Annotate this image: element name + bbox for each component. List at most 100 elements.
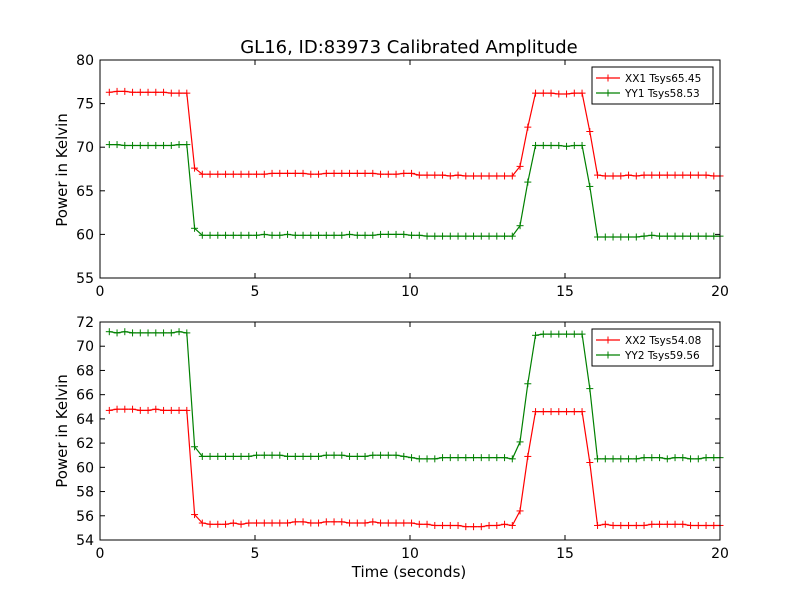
bottom-chart-ytick-label: 64: [76, 412, 94, 428]
bottom-chart-series-1-point: [671, 520, 679, 528]
top-chart-series-1-point: [710, 172, 718, 180]
bottom-chart-series-2-point: [431, 455, 439, 463]
top-chart-series-1-point: [369, 169, 377, 177]
top-chart-series-1-point: [276, 169, 284, 177]
top-chart-series-1-point: [346, 169, 354, 177]
top-chart-series-1-point: [121, 87, 129, 95]
bottom-chart-series-1-point: [353, 519, 361, 527]
bottom-chart-series-2-point: [687, 455, 695, 463]
bottom-chart-series-1-point: [245, 519, 253, 527]
bottom-chart-series-1-point: [694, 521, 702, 529]
top-chart-series-1-point: [501, 172, 509, 180]
top-chart-series-1-point: [470, 172, 478, 180]
bottom-chart-xlabel: Time (seconds): [351, 563, 467, 581]
top-chart-series-1-point: [191, 164, 199, 172]
top-chart-series-1-point: [454, 171, 462, 179]
top-chart-series-1-point: [198, 170, 206, 178]
top-chart-series-1-point: [152, 88, 160, 96]
top-chart-series-2-point: [284, 230, 292, 238]
top-chart-ylabel: Power in Kelvin: [53, 113, 71, 227]
top-chart-series-2-point: [105, 141, 113, 149]
top-chart-series-1-point: [338, 169, 346, 177]
bottom-chart-series-2-point: [609, 455, 617, 463]
bottom-chart-series-1-point: [377, 519, 385, 527]
bottom-chart-series-1-point: [439, 521, 447, 529]
bottom-chart-series-1-point: [253, 519, 261, 527]
bottom-chart-series-1-point: [237, 520, 245, 528]
bottom-chart-series-2-point: [423, 455, 431, 463]
top-plot-area: 0 5 10 15 20 55 60 65 70 75 80 XX1 Tsys65.45 YY1 Tsy…: [76, 53, 729, 300]
top-chart-series-2-point: [656, 232, 664, 240]
bottom-chart-ytick-label: 60: [76, 460, 94, 476]
top-chart-series-2-point: [361, 231, 369, 239]
top-chart-series-1-point: [493, 172, 501, 180]
bottom-chart-series-2-point: [307, 452, 315, 460]
top-chart-series-1-point: [625, 171, 633, 179]
bottom-chart-series-2-point: [710, 454, 718, 462]
top-chart-series-1-point: [632, 172, 640, 180]
top-chart-series-1-point: [532, 89, 540, 97]
top-chart-series-2-point: [539, 141, 547, 149]
bottom-chart-series-2-point: [129, 329, 137, 337]
top-chart-series-1-point: [423, 171, 431, 179]
bottom-chart-series-1-point: [415, 520, 423, 528]
bottom-chart-series-2-point: [175, 328, 183, 336]
top-chart-series-1-point: [237, 170, 245, 178]
top-chart-series-1-point: [160, 88, 168, 96]
bottom-chart-series-2-point: [694, 455, 702, 463]
top-chart-series-2-point: [384, 230, 392, 238]
bottom-chart-series-2-point: [167, 329, 175, 337]
top-chart-series-2-point: [663, 232, 671, 240]
top-chart-series-1-point: [361, 169, 369, 177]
bottom-chart-series-1-point: [516, 507, 524, 515]
bottom-chart-ytick-label: 68: [76, 363, 94, 379]
top-chart-series-2-point: [260, 230, 268, 238]
bottom-chart-series-1-point: [229, 519, 237, 527]
top-chart-title: GL16, ID:83973 Calibrated Amplitude: [240, 37, 578, 58]
bottom-chart-series-1-point: [710, 521, 718, 529]
bottom-chart-xtick-label: 0: [96, 546, 105, 562]
top-chart-series-1-point: [307, 170, 315, 178]
bottom-chart-series-1-point: [384, 519, 392, 527]
bottom-chart-series-2-point: [493, 454, 501, 462]
top-chart-series-1-point: [392, 170, 400, 178]
bottom-chart-series-1-point: [563, 408, 571, 416]
top-chart-series-1-point: [253, 170, 261, 178]
bottom-chart-series-1-point: [462, 523, 470, 531]
bottom-chart-series-2-point: [183, 329, 191, 337]
bottom-chart-legend-label: YY2 Tsys59.56: [624, 350, 700, 362]
bottom-chart-series-2-point: [601, 455, 609, 463]
top-chart-series-2-point: [477, 232, 485, 240]
bottom-chart-series-2-point: [640, 454, 648, 462]
top-chart-series-1-point: [260, 170, 268, 178]
top-chart-series-2-point: [547, 141, 555, 149]
top-chart-series-1-point: [679, 171, 687, 179]
bottom-chart-series-1-point: [547, 408, 555, 416]
bottom-chart-ytick-label: 58: [76, 485, 94, 501]
top-chart-series-2-point: [710, 232, 718, 240]
bottom-chart-series-2-point: [152, 329, 160, 337]
bottom-chart-series-2-point: [253, 451, 261, 459]
bottom-chart-series-2-point: [508, 455, 516, 463]
top-chart-series-2-point: [160, 141, 168, 149]
bottom-chart-series-2-point: [214, 452, 222, 460]
top-chart-series-2-point: [555, 141, 563, 149]
bottom-chart-series-2-point: [222, 452, 230, 460]
bottom-chart-series-2-point: [578, 330, 586, 338]
bottom-chart-series-1-point: [656, 520, 664, 528]
top-chart-series-1-point: [594, 171, 602, 179]
bottom-chart-series-1-point: [687, 521, 695, 529]
bottom-chart-series-2-point: [113, 329, 121, 337]
bottom-chart-series-1-point: [338, 518, 346, 526]
top-chart-series-2-point: [198, 231, 206, 239]
bottom-chart-series-1-point: [640, 521, 648, 529]
top-chart-series-1-point: [687, 171, 695, 179]
top-chart-series-1-point: [516, 162, 524, 170]
bottom-chart-series-1-point: [508, 521, 516, 529]
bottom-chart-series-1-point: [663, 520, 671, 528]
bottom-chart-series-1-point: [702, 521, 710, 529]
bottom-chart-ylabel: Power in Kelvin: [53, 374, 71, 488]
top-chart-series-1-point: [245, 170, 253, 178]
top-chart-series-1-point: [671, 171, 679, 179]
bottom-chart-xtick-label: 15: [556, 546, 574, 562]
